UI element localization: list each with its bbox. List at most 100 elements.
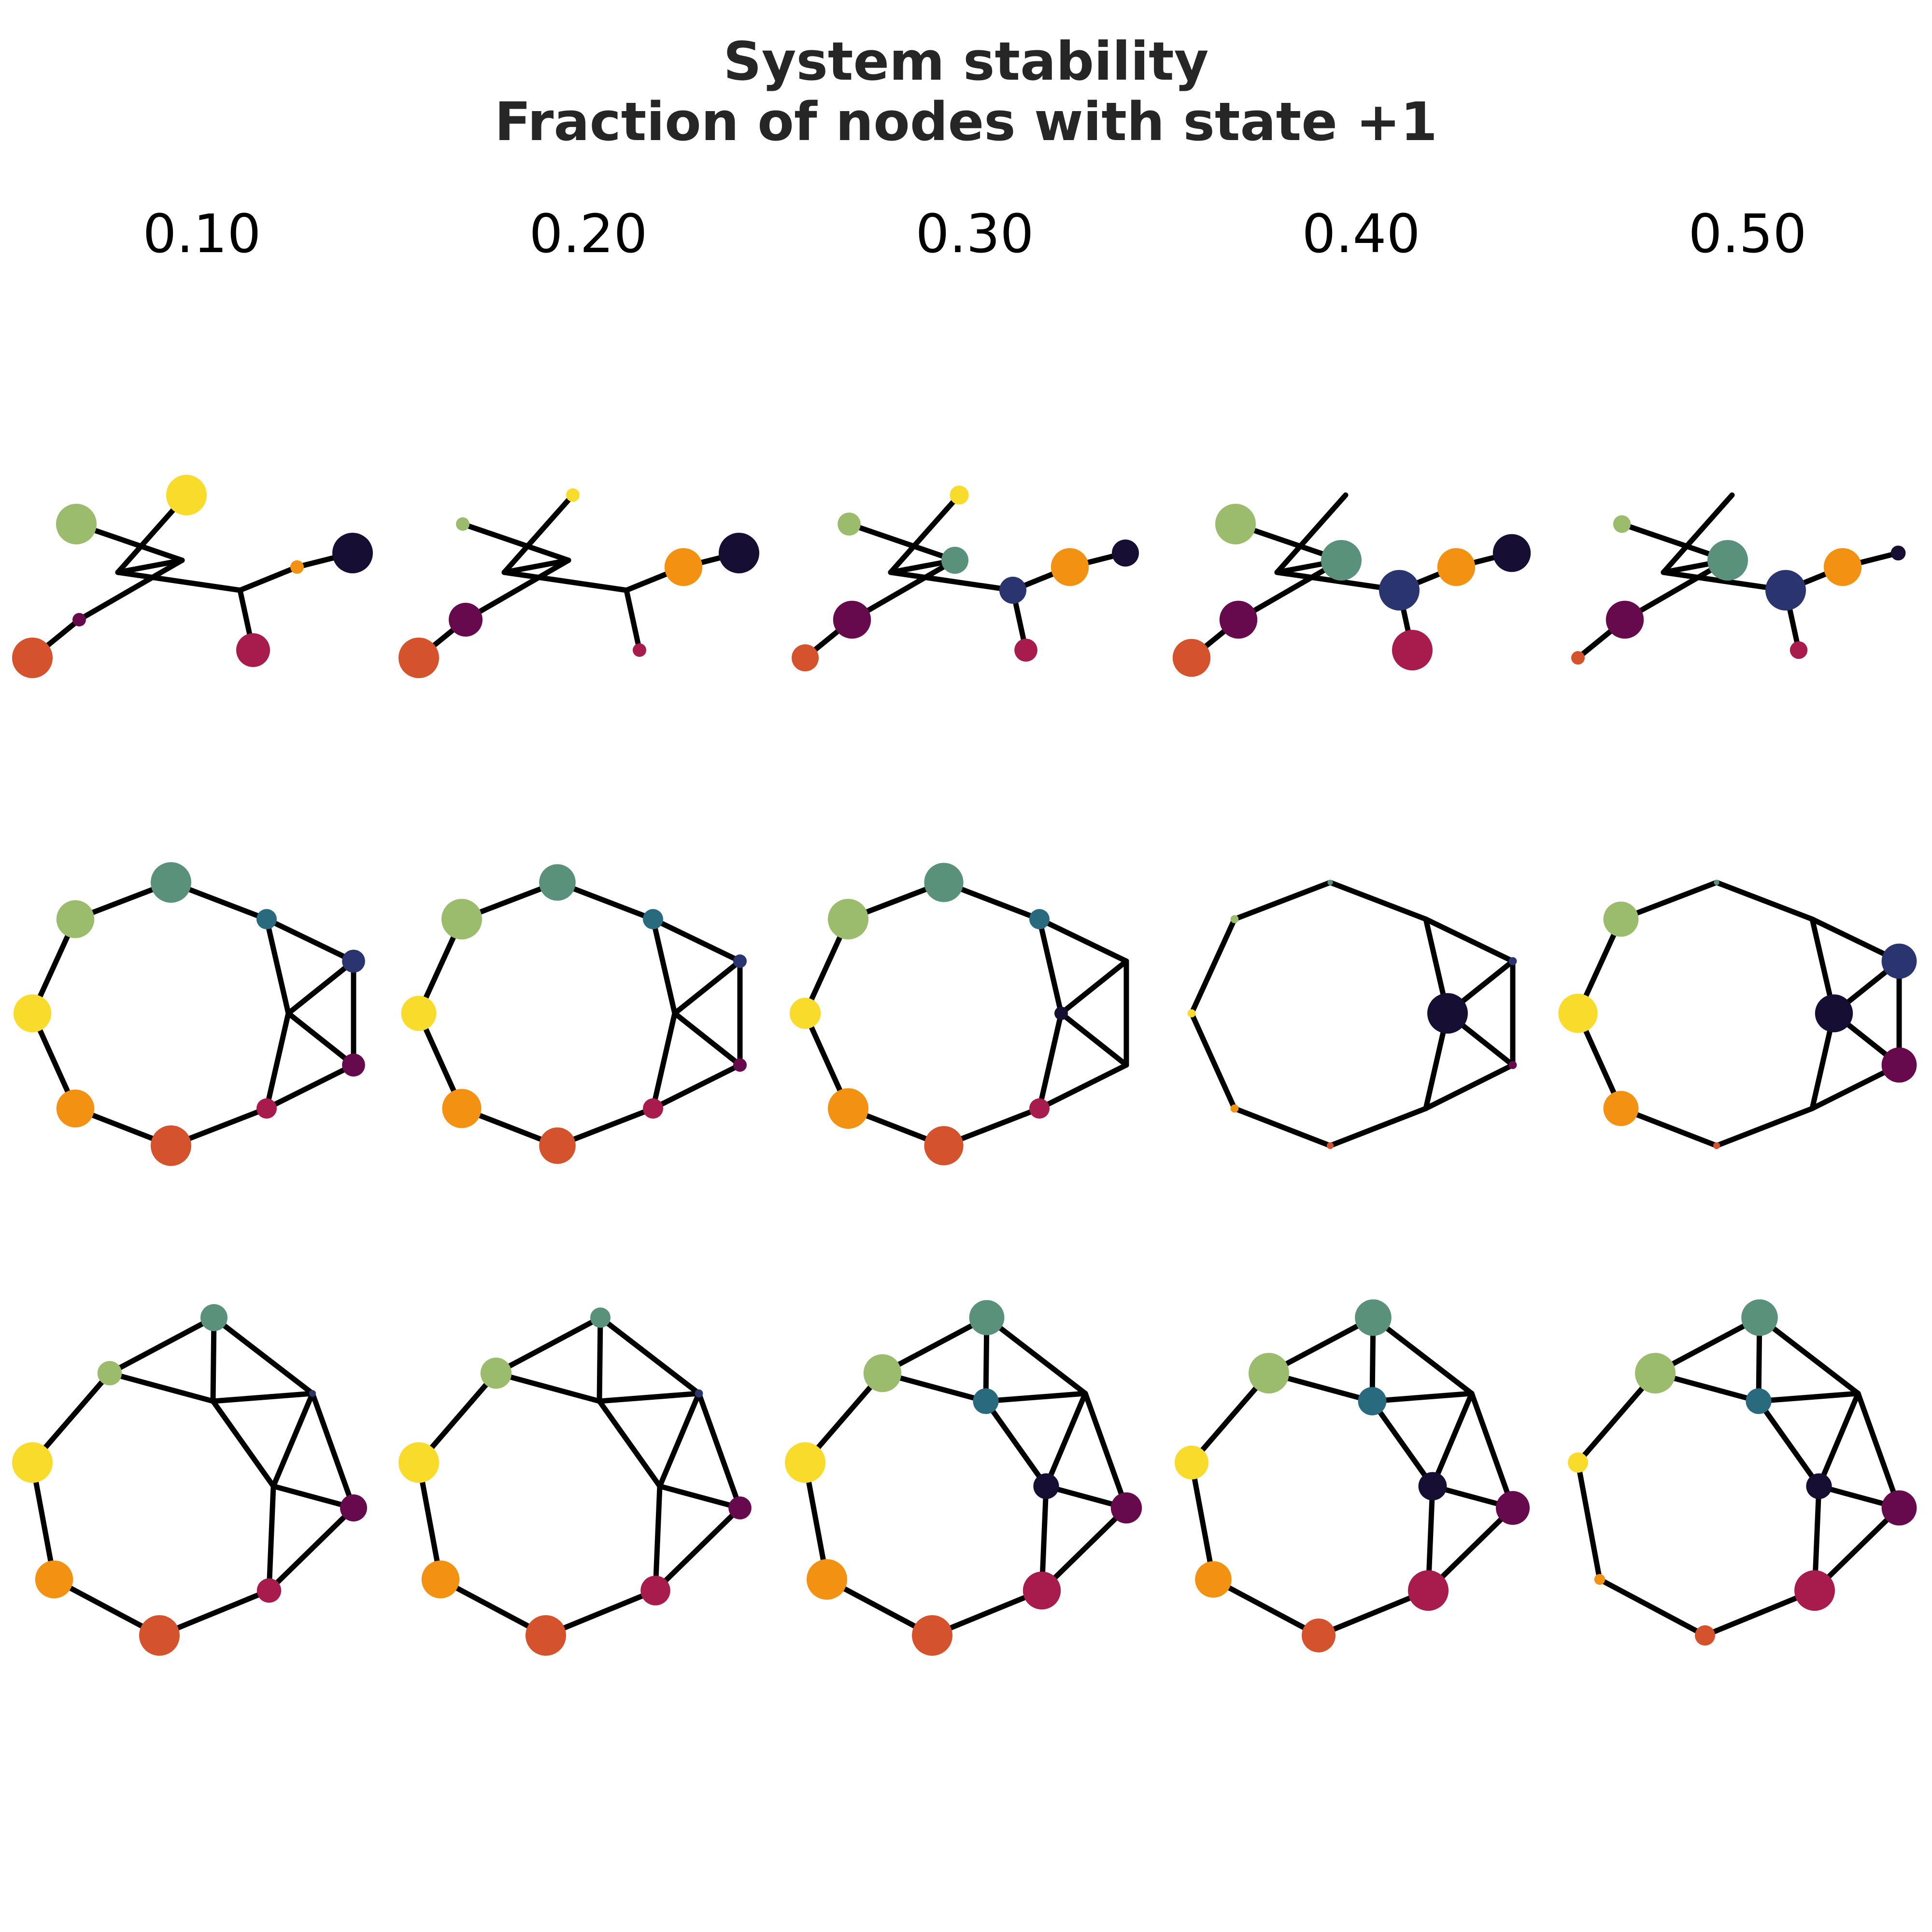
node-g bbox=[1790, 641, 1808, 659]
edge-b-i bbox=[493, 1370, 602, 1404]
node-c bbox=[941, 547, 968, 574]
node-e bbox=[792, 644, 819, 671]
node-c bbox=[1508, 957, 1517, 966]
node-g bbox=[1392, 630, 1433, 670]
node-c bbox=[342, 950, 365, 973]
panel-ring-3 bbox=[789, 863, 1129, 1165]
node-c bbox=[733, 954, 747, 968]
node-d bbox=[421, 1560, 460, 1599]
edge-d-e bbox=[1210, 1577, 1321, 1638]
node-j bbox=[1418, 1472, 1447, 1501]
edge-b-j bbox=[264, 916, 291, 1016]
node-i bbox=[1890, 545, 1906, 561]
node-d bbox=[1605, 600, 1644, 639]
edge-j-b bbox=[501, 492, 576, 575]
node-g bbox=[1881, 1490, 1917, 1526]
node-g bbox=[1014, 639, 1037, 662]
edge-j-b bbox=[888, 492, 962, 575]
edge-i-h bbox=[983, 1391, 1088, 1404]
node-i bbox=[719, 533, 759, 573]
node-e bbox=[1029, 1098, 1050, 1119]
node-h bbox=[664, 548, 703, 586]
node-g bbox=[442, 1089, 482, 1128]
panel-ring-5 bbox=[1558, 880, 1917, 1149]
node-c bbox=[785, 1442, 825, 1483]
panel-planar-4 bbox=[1175, 1299, 1530, 1652]
node-b bbox=[1249, 1353, 1289, 1393]
panel-planar-1 bbox=[12, 1304, 367, 1656]
column-label-1: 0.10 bbox=[143, 203, 261, 265]
node-b bbox=[166, 475, 207, 515]
edge-h-a bbox=[984, 1315, 1088, 1396]
node-a bbox=[1714, 880, 1719, 885]
node-g bbox=[828, 1088, 868, 1129]
edge-g-h bbox=[1082, 1391, 1129, 1511]
edge-c-d bbox=[1575, 1460, 1603, 1582]
edge-c-j bbox=[1058, 958, 1129, 1016]
node-d bbox=[1594, 1574, 1605, 1585]
node-d bbox=[1881, 1047, 1917, 1083]
node-c bbox=[1175, 1446, 1208, 1479]
node-c bbox=[1568, 1452, 1588, 1473]
node-a bbox=[924, 863, 964, 902]
node-f bbox=[1379, 570, 1420, 611]
node-e bbox=[256, 1098, 277, 1119]
edge-d-j bbox=[672, 1010, 743, 1068]
edge-h-a bbox=[1370, 1315, 1475, 1396]
edge-c-d bbox=[76, 557, 185, 623]
node-g bbox=[56, 1089, 95, 1128]
edge-c-d bbox=[1189, 1460, 1216, 1582]
node-b bbox=[566, 488, 580, 502]
edge-h-a bbox=[1757, 1315, 1861, 1396]
node-h bbox=[1558, 994, 1598, 1033]
node-a bbox=[838, 512, 861, 536]
panel-tree-3 bbox=[792, 485, 1139, 671]
edge-g-h bbox=[1469, 1391, 1516, 1511]
node-a bbox=[1355, 1299, 1392, 1336]
node-f bbox=[1765, 570, 1806, 611]
node-h bbox=[13, 994, 52, 1033]
panel-tree-2 bbox=[398, 488, 759, 678]
edge-f-g bbox=[266, 1505, 356, 1593]
edge-g-h bbox=[310, 1391, 356, 1511]
edge-a-b bbox=[493, 1315, 603, 1376]
edge-j-b bbox=[1274, 492, 1349, 575]
edge-j-f bbox=[1661, 569, 1789, 593]
edge-e-f bbox=[1327, 1106, 1429, 1149]
node-d bbox=[1195, 1561, 1232, 1598]
edge-i-h bbox=[1756, 1391, 1861, 1404]
node-f bbox=[1327, 1142, 1334, 1149]
edge-a-i bbox=[210, 1315, 217, 1404]
panel-ring-1 bbox=[13, 862, 365, 1166]
edge-a-i bbox=[597, 1315, 603, 1404]
edge-h-a bbox=[211, 1315, 315, 1396]
edge-j-f bbox=[266, 1483, 276, 1593]
node-g bbox=[1603, 1091, 1639, 1126]
edge-i-j bbox=[597, 1398, 663, 1489]
node-j bbox=[1806, 1473, 1832, 1499]
node-f bbox=[1794, 1570, 1835, 1611]
node-i bbox=[1358, 1387, 1387, 1416]
edge-a-b bbox=[1327, 880, 1429, 922]
edge-j-b bbox=[1661, 492, 1735, 575]
edge-g-h bbox=[1855, 1391, 1902, 1511]
node-d bbox=[72, 613, 86, 626]
node-e bbox=[912, 1615, 952, 1656]
node-e bbox=[1571, 651, 1585, 665]
column-label-4: 0.40 bbox=[1302, 203, 1421, 265]
node-e bbox=[526, 1615, 566, 1656]
node-d bbox=[1219, 600, 1258, 639]
node-h bbox=[1187, 1009, 1196, 1018]
node-g bbox=[633, 643, 646, 657]
edge-c-j bbox=[115, 557, 185, 575]
node-h bbox=[695, 1389, 703, 1398]
node-j bbox=[1033, 1473, 1059, 1499]
panel-tree-4 bbox=[1172, 492, 1531, 677]
node-f bbox=[640, 1576, 670, 1605]
edge-j-f bbox=[501, 569, 629, 593]
figure-title-line-2: Fraction of nodes with state +1 bbox=[495, 91, 1437, 153]
edge-d-e bbox=[1597, 1577, 1708, 1638]
edge-j-f bbox=[115, 569, 243, 593]
node-d bbox=[35, 1560, 73, 1599]
edge-j-g bbox=[657, 1483, 743, 1511]
